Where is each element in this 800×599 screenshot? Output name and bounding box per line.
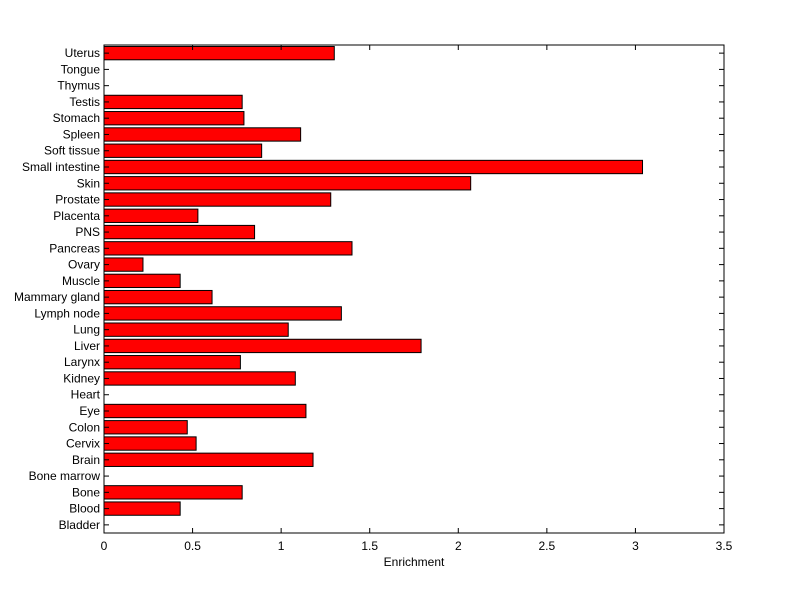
bar-stomach xyxy=(103,111,245,126)
y-tick-label: Bone marrow xyxy=(29,469,101,483)
y-tick-label: Blood xyxy=(69,502,100,516)
bar-liver xyxy=(103,338,422,354)
y-axis: Uterus Tongue Thymus Testis Stomach Spleen Sof… xyxy=(14,46,724,532)
bar-lung xyxy=(103,322,289,337)
bars-group xyxy=(103,45,644,516)
y-tick-label: Testis xyxy=(69,95,100,109)
bar-soft-tissue xyxy=(103,143,263,158)
bar-skin xyxy=(103,176,472,191)
y-tick-label: Uterus xyxy=(65,46,100,60)
bar-uterus xyxy=(103,45,335,61)
y-tick-label: Ovary xyxy=(68,258,100,272)
x-tick-label: 0 xyxy=(101,539,108,553)
y-tick-label: Tongue xyxy=(61,62,101,76)
bar-testis xyxy=(103,94,243,110)
bar-pancreas xyxy=(103,241,353,256)
y-tick-label: Muscle xyxy=(62,274,100,288)
bar-cervix xyxy=(103,436,197,451)
y-tick-label: Thymus xyxy=(57,79,100,93)
y-tick-label: Pancreas xyxy=(49,241,100,255)
x-tick-label: 2.5 xyxy=(539,539,556,553)
bar-ovary xyxy=(103,257,144,272)
x-axis: 0 0.5 1 1.5 2 2.5 3 3.5 xyxy=(101,45,733,553)
bar-lymph-node xyxy=(103,306,342,321)
x-tick-label: 1 xyxy=(278,539,285,553)
y-tick-label: Brain xyxy=(72,453,100,467)
bar-blood xyxy=(103,501,181,516)
bar-small-intestine xyxy=(103,159,644,175)
bar-eye xyxy=(103,403,307,419)
x-tick-label: 0.5 xyxy=(184,539,201,553)
bar-placenta xyxy=(103,208,199,223)
y-tick-label: Kidney xyxy=(63,371,100,385)
y-tick-label: Soft tissue xyxy=(44,144,100,158)
y-tick-label: Mammary gland xyxy=(14,290,100,304)
bar-mammary-gland xyxy=(103,289,213,305)
plot-frame xyxy=(103,44,725,534)
y-tick-label: Small intestine xyxy=(22,160,100,174)
y-tick-label: Liver xyxy=(74,339,100,353)
y-tick-label: Lymph node xyxy=(34,306,100,320)
y-tick-label: PNS xyxy=(75,225,100,239)
x-tick-label: 3.5 xyxy=(716,539,733,553)
x-tick-label: 3 xyxy=(632,539,639,553)
x-tick-label: 2 xyxy=(455,539,462,553)
bar-muscle xyxy=(103,273,181,289)
y-tick-label: Larynx xyxy=(64,355,100,369)
x-tick-label: 1.5 xyxy=(361,539,378,553)
bar-bone xyxy=(103,485,243,500)
bar-spleen xyxy=(103,127,302,142)
y-tick-label: Lung xyxy=(73,323,100,337)
y-tick-label: Cervix xyxy=(66,437,100,451)
y-tick-label: Spleen xyxy=(63,127,100,141)
y-tick-label: Heart xyxy=(71,388,101,402)
bar-pns xyxy=(103,224,256,240)
x-axis-label: Enrichment xyxy=(384,555,445,569)
y-tick-label: Eye xyxy=(79,404,100,418)
bar-prostate xyxy=(103,192,332,207)
bar-colon xyxy=(103,420,188,435)
y-tick-label: Skin xyxy=(77,176,100,190)
bar-kidney xyxy=(103,371,296,386)
bar-brain xyxy=(103,452,314,467)
bar-larynx xyxy=(103,355,241,370)
y-tick-label: Stomach xyxy=(53,111,100,125)
y-tick-label: Colon xyxy=(69,420,100,434)
y-tick-label: Bladder xyxy=(59,518,100,532)
y-tick-label: Prostate xyxy=(55,193,100,207)
y-tick-label: Bone xyxy=(72,485,100,499)
y-tick-label: Placenta xyxy=(53,209,100,223)
